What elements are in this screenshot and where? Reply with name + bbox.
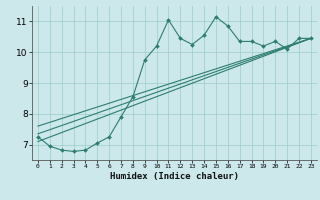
X-axis label: Humidex (Indice chaleur): Humidex (Indice chaleur) — [110, 172, 239, 181]
